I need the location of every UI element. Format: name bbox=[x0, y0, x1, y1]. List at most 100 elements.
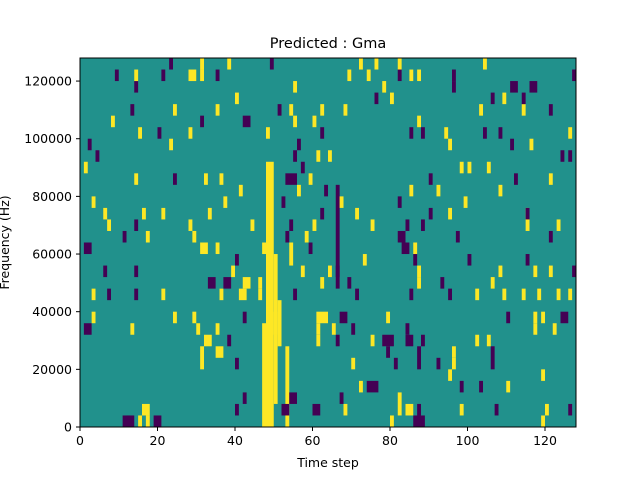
heatmap-cell bbox=[455, 230, 460, 243]
heatmap-cell bbox=[215, 323, 220, 335]
heatmap-cell bbox=[269, 58, 274, 70]
heatmap-cell bbox=[138, 127, 143, 139]
heatmap-cell bbox=[533, 265, 538, 278]
heatmap-cell bbox=[440, 277, 445, 289]
heatmap-cell bbox=[91, 196, 96, 208]
heatmap-cell bbox=[335, 184, 340, 289]
heatmap-cell bbox=[134, 81, 139, 93]
heatmap-cell bbox=[421, 334, 425, 347]
heatmap-cell bbox=[382, 334, 394, 347]
heatmap-cell bbox=[242, 392, 247, 404]
heatmap-cell bbox=[111, 115, 115, 128]
heatmap-cell bbox=[490, 346, 495, 370]
y-tick-label: 60000 bbox=[32, 247, 72, 262]
heatmap-cell bbox=[494, 403, 499, 416]
heatmap-cell bbox=[134, 265, 139, 278]
heatmap-cell bbox=[483, 127, 487, 139]
heatmap-cell bbox=[207, 277, 216, 289]
heatmap-cell bbox=[452, 69, 456, 82]
heatmap-cell bbox=[91, 288, 96, 301]
heatmap-cell bbox=[134, 219, 139, 231]
heatmap-cell bbox=[355, 207, 360, 220]
heatmap-cell bbox=[417, 265, 422, 278]
heatmap-cell bbox=[374, 92, 379, 105]
heatmap-cell bbox=[397, 196, 402, 208]
heatmap-cell bbox=[312, 219, 317, 231]
x-tick-label: 40 bbox=[227, 433, 243, 448]
heatmap-cell bbox=[200, 58, 205, 70]
heatmap-cell bbox=[556, 219, 561, 231]
plot-background bbox=[80, 58, 576, 427]
heatmap-cell bbox=[347, 69, 352, 82]
heatmap-cell bbox=[521, 92, 526, 105]
heatmap-cell bbox=[486, 334, 491, 347]
heatmap-cell bbox=[293, 150, 298, 162]
heatmap-cell bbox=[200, 346, 205, 370]
heatmap-cell bbox=[277, 300, 282, 347]
heatmap-cell bbox=[525, 254, 530, 266]
heatmap-cell bbox=[204, 173, 208, 185]
heatmap-cell bbox=[235, 254, 239, 266]
heatmap-cell bbox=[103, 265, 108, 278]
heatmap-cell bbox=[219, 173, 224, 185]
heatmap-cell bbox=[572, 69, 577, 82]
heatmap-cell bbox=[273, 311, 278, 335]
heatmap-cell bbox=[417, 69, 422, 82]
heatmap-cell bbox=[297, 138, 301, 151]
heatmap-cell bbox=[545, 403, 549, 416]
heatmap-cell bbox=[300, 265, 305, 278]
heatmap-cell bbox=[161, 288, 166, 301]
heatmap-cell bbox=[502, 288, 507, 301]
heatmap-cell bbox=[297, 184, 301, 197]
heatmap-cell bbox=[122, 415, 135, 427]
heatmap-cell bbox=[467, 254, 472, 266]
heatmap-cell bbox=[320, 207, 325, 220]
heatmap-cell bbox=[215, 242, 220, 255]
x-axis-label: Time step bbox=[296, 455, 359, 470]
heatmap-cell bbox=[312, 115, 317, 128]
heatmap-cell bbox=[227, 334, 232, 347]
heatmap-cell bbox=[548, 104, 553, 116]
heatmap-cell bbox=[568, 288, 573, 301]
x-tick-label: 100 bbox=[456, 433, 480, 448]
heatmap-cell bbox=[285, 230, 290, 243]
heatmap-cell bbox=[529, 81, 538, 93]
y-tick-label: 0 bbox=[64, 420, 72, 435]
x-tick-label: 80 bbox=[382, 433, 398, 448]
heatmap-cell bbox=[289, 104, 294, 116]
y-axis-label: Frequency (Hz) bbox=[0, 195, 12, 289]
y-tick-label: 100000 bbox=[24, 131, 72, 146]
heatmap-cell bbox=[417, 277, 422, 289]
heatmap-cell bbox=[285, 346, 290, 427]
heatmap-cell bbox=[568, 127, 573, 139]
heatmap-cell bbox=[173, 173, 177, 185]
heatmap-cell bbox=[405, 403, 414, 416]
heatmap-cell bbox=[452, 346, 456, 358]
heatmap-cell bbox=[335, 334, 340, 347]
y-axis: 0 20000 40000 60000 80000 100000 120000 bbox=[24, 74, 80, 435]
heatmap-cell bbox=[448, 369, 453, 381]
heatmap-cell bbox=[393, 357, 398, 370]
heatmap-cell bbox=[200, 69, 205, 82]
heatmap-cell bbox=[316, 323, 321, 335]
heatmap-cell bbox=[258, 277, 263, 289]
heatmap-cell bbox=[533, 323, 538, 335]
heatmap-cell bbox=[355, 288, 360, 301]
heatmap-cell bbox=[421, 127, 425, 139]
plot-area bbox=[79, 57, 577, 428]
heatmap-cell bbox=[130, 104, 135, 116]
heatmap-cell bbox=[258, 288, 263, 301]
heatmap-cell bbox=[421, 219, 425, 231]
heatmap-cell bbox=[498, 127, 503, 139]
heatmap-cell bbox=[533, 311, 538, 324]
heatmap-cell bbox=[304, 230, 309, 243]
heatmap-cell bbox=[428, 173, 433, 185]
heatmap-cell bbox=[161, 207, 166, 220]
heatmap-cell bbox=[235, 92, 239, 105]
heatmap-cell bbox=[192, 230, 197, 243]
heatmap-cell bbox=[238, 288, 247, 301]
heatmap-cell bbox=[452, 357, 456, 370]
heatmap-cell bbox=[386, 311, 391, 324]
heatmap-cell bbox=[498, 265, 503, 278]
heatmap-cell bbox=[359, 58, 363, 70]
